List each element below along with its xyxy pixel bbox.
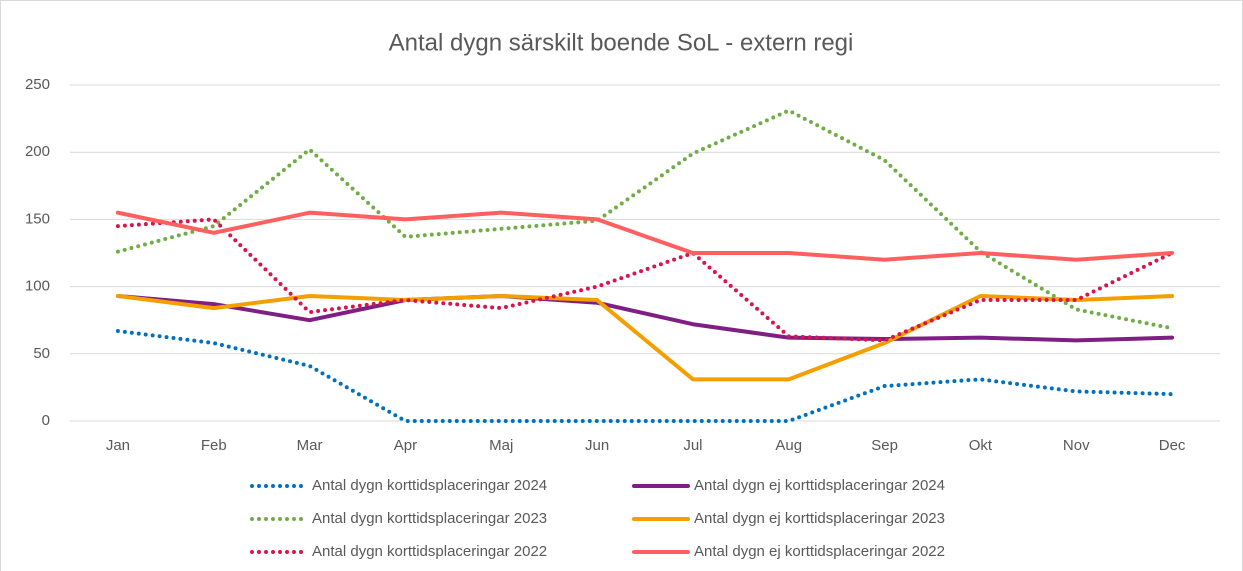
- y-tick-label: 0: [42, 412, 50, 429]
- legend-label: Antal dygn ej korttidsplaceringar 2022: [694, 543, 945, 560]
- x-tick-label: Sep: [871, 437, 898, 454]
- x-tick-label: Feb: [201, 437, 227, 454]
- x-tick-label: Aug: [775, 437, 802, 454]
- series-line: [115, 328, 1175, 423]
- series-line: [115, 294, 1175, 343]
- y-tick-label: 100: [25, 278, 50, 295]
- legend-label: Antal dygn ej korttidsplaceringar 2023: [694, 510, 945, 527]
- x-tick-label: Mar: [297, 437, 323, 454]
- series-line: [115, 210, 1175, 262]
- x-tick-label: Jun: [585, 437, 609, 454]
- legend-label: Antal dygn korttidsplaceringar 2022: [312, 543, 547, 560]
- x-tick-label: Jan: [106, 437, 130, 454]
- x-tick-label: Maj: [489, 437, 513, 454]
- chart-title: Antal dygn särskilt boende SoL - extern …: [389, 29, 854, 56]
- series-line: [115, 108, 1175, 331]
- series-line: [115, 217, 1175, 343]
- y-tick-label: 200: [25, 143, 50, 160]
- y-tick-label: 250: [25, 76, 50, 93]
- x-tick-label: Dec: [1159, 437, 1186, 454]
- legend-label: Antal dygn korttidsplaceringar 2023: [312, 510, 547, 527]
- y-tick-label: 50: [33, 345, 50, 362]
- legend-label: Antal dygn korttidsplaceringar 2024: [312, 477, 547, 494]
- x-tick-label: Nov: [1063, 437, 1090, 454]
- x-tick-label: Okt: [969, 437, 993, 454]
- x-tick-label: Jul: [683, 437, 702, 454]
- legend-label: Antal dygn ej korttidsplaceringar 2024: [694, 477, 945, 494]
- series-line: [115, 294, 1175, 382]
- x-tick-label: Apr: [394, 437, 417, 454]
- y-tick-label: 150: [25, 210, 50, 227]
